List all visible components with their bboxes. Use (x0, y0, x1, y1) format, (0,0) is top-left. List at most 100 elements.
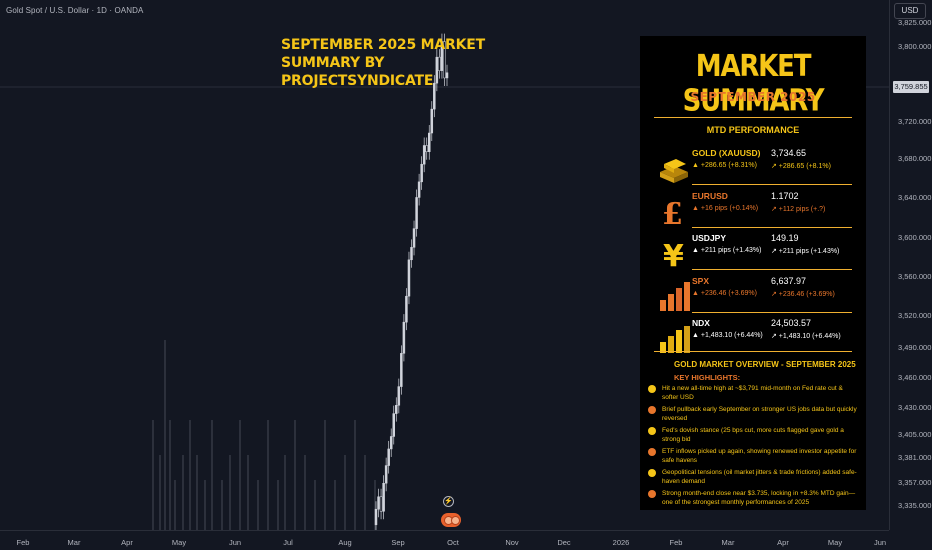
asset-change: ▲ +211 pips (+1.43%) (692, 247, 762, 254)
highlight-text: Hit a new all-time high at ~$3,791 mid-m… (662, 385, 843, 401)
candle-body (387, 448, 390, 466)
svg-text:£: £ (662, 197, 683, 227)
time-tick: Feb (16, 538, 30, 547)
candle-body (405, 295, 408, 323)
price-tick: 3,430.000 (898, 403, 932, 412)
candlestick-chart[interactable] (0, 0, 889, 530)
divider (654, 351, 852, 352)
asset-change: ▲ +236.46 (+3.69%) (692, 290, 757, 297)
svg-text:¥: ¥ (663, 239, 684, 269)
bullet-icon (648, 427, 656, 435)
time-tick: Sep (391, 538, 405, 547)
price-tick: 3,680.000 (898, 154, 932, 163)
time-axis[interactable]: Feb Mar Apr May Jun Jul Aug Sep Oct Nov Dec 2026 Feb… (0, 530, 889, 550)
asset-mtd-change: ↗ +236.46 (+3.69%) (771, 291, 835, 298)
candle-body (410, 247, 413, 261)
candle-body (384, 465, 388, 484)
economic-events-icon[interactable] (441, 513, 461, 527)
asset-change: ▲ +1,483.10 (+6.44%) (692, 332, 763, 339)
market-summary-panel: MARKET SUMMARY SEPTEMBER 2025 MTD PERFOR… (640, 36, 866, 510)
time-tick: May (827, 538, 843, 547)
highlight-text: ETF inflows picked up again, showing ren… (662, 448, 857, 464)
time-tick: Feb (669, 538, 683, 547)
highlight-text: Fed's dovish stance (25 bps cut, more cu… (662, 427, 844, 443)
time-tick: Aug (338, 538, 352, 547)
price-tick: 3,825.000 (898, 18, 932, 27)
candle-body (443, 41, 446, 79)
price-tick: 3,381.000 (898, 453, 932, 462)
asset-mtd-change: ↗ +286.65 (+8.1%) (771, 163, 831, 170)
asset-row: GOLD (XAUUSD) ▲ +286.65 (+8.31%) 3,734.65 ↗… (654, 148, 852, 190)
divider (654, 117, 852, 118)
current-price-badge: 3,759.855 (893, 81, 929, 93)
candle-body (422, 145, 426, 165)
candle-body (379, 496, 383, 512)
bullet-icon (648, 448, 656, 456)
price-tick: 3,490.000 (898, 343, 932, 352)
time-tick: Mar (721, 538, 735, 547)
asset-price: 6,637.97 (771, 276, 807, 286)
time-tick: Apr (777, 538, 789, 547)
asset-price: 149.19 (771, 233, 799, 243)
highlight-text: Strong month-end close near $3.735, lock… (662, 490, 856, 506)
candle-body (438, 56, 441, 71)
candle-body (430, 108, 434, 134)
candle-body (377, 496, 380, 510)
bullet-icon (648, 385, 656, 393)
gold-bar-chart-icon (656, 322, 692, 354)
price-tick: 3,357.000 (898, 478, 932, 487)
asset-price: 1.1702 (771, 191, 799, 201)
candle-body (402, 321, 406, 354)
price-tick: 3,720.000 (898, 117, 932, 126)
asset-mtd-change: ↗ +112 pips (+.?) (771, 206, 826, 213)
time-tick: Jun (228, 538, 242, 547)
price-tick: 3,640.000 (898, 193, 932, 202)
candle-body (392, 413, 395, 437)
bullet-icon (648, 406, 656, 414)
bullet-icon (648, 490, 656, 498)
chart-title: SEPTEMBER 2025 MARKET SUMMARY BY PROJECT… (281, 37, 485, 89)
candle-body (400, 353, 403, 387)
candle-body (397, 386, 401, 406)
symbol-label[interactable]: Gold Spot / U.S. Dollar · 1D · OANDA (6, 6, 144, 15)
currency-button[interactable]: USD (894, 3, 926, 19)
price-axis[interactable]: 3,825.000 3,800.000 3,720.000 3,680.000 3,64… (889, 0, 932, 530)
asset-name: NDX (692, 318, 710, 328)
asset-mtd-change: ↗ +1,483.10 (+6.44%) (771, 333, 841, 340)
highlight-text: Geopolitical tensions (oil market jitter… (662, 469, 857, 485)
price-tick: 3,560.000 (898, 272, 932, 281)
candle-body (428, 132, 431, 152)
price-tick: 3,460.000 (898, 373, 932, 382)
price-tick: 3,520.000 (898, 311, 932, 320)
price-tick: 3,405.000 (898, 430, 932, 439)
flash-event-icon[interactable]: ⚡ (443, 496, 454, 507)
asset-row: £ EURUSD ▲ +16 pips (+0.14%) 1.1702 ↗ +112 p… (654, 191, 852, 233)
orange-bar-chart-icon (656, 280, 692, 312)
candle-body (420, 163, 423, 183)
yen-sign-icon: ¥ (656, 237, 692, 274)
row-divider (692, 227, 852, 228)
asset-name: USDJPY (692, 233, 727, 243)
candle-body (445, 72, 449, 79)
asset-change: ▲ +16 pips (+0.14%) (692, 205, 759, 212)
time-tick: 2026 (612, 538, 630, 547)
candle-body (374, 508, 378, 526)
overview-title: GOLD MARKET OVERVIEW - SEPTEMBER 2025 (674, 360, 856, 369)
gold-bars-icon (656, 152, 692, 184)
candle-body (382, 482, 385, 512)
asset-name: EURUSD (692, 191, 728, 201)
asset-row: NDX ▲ +1,483.10 (+6.44%) 24,503.57 ↗ +1,483… (654, 318, 852, 360)
panel-title: MARKET SUMMARY (682, 49, 825, 119)
asset-name: SPX (692, 276, 710, 286)
time-tick: Jun (873, 538, 887, 547)
price-tick: 3,800.000 (898, 42, 932, 51)
price-tick: 3,335.000 (898, 501, 932, 510)
asset-mtd-change: ↗ +211 pips (+1.43%) (771, 248, 840, 255)
candle-body (417, 181, 421, 198)
row-divider (692, 269, 852, 270)
time-tick: May (171, 538, 187, 547)
candle-body (395, 405, 398, 414)
asset-row: SPX ▲ +236.46 (+3.69%) 6,637.97 ↗ +236.46 (… (654, 276, 852, 318)
highlight-text: Brief pullback early September on strong… (662, 406, 857, 422)
